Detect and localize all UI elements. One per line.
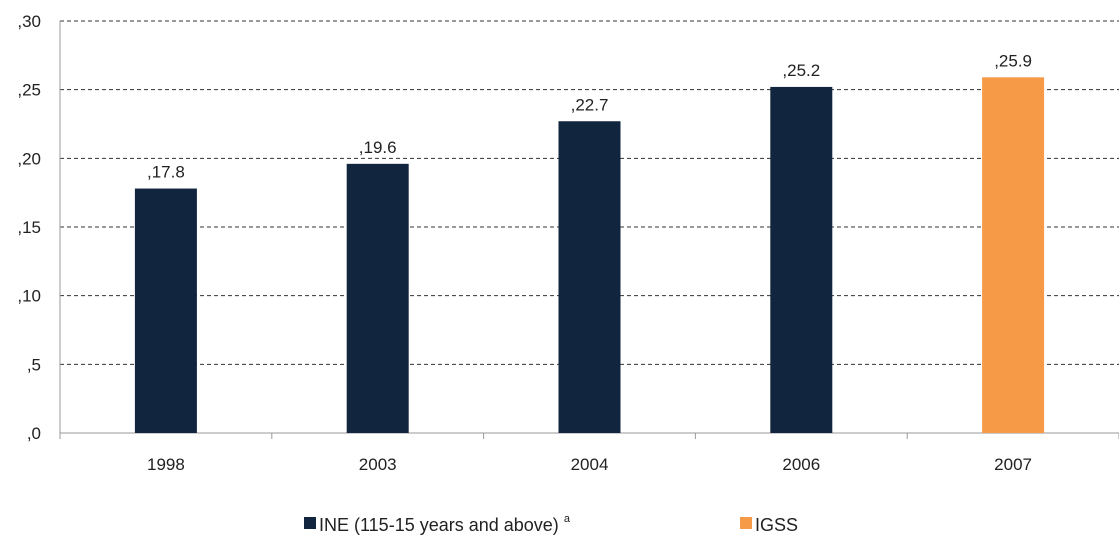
y-axis-labels: ,0 ,5 ,10 ,15 ,20 ,25 ,30 bbox=[17, 12, 41, 443]
y-tick-label: ,30 bbox=[17, 12, 41, 31]
x-axis-labels: 1998 2003 2004 2006 2007 bbox=[147, 455, 1032, 474]
data-label: ,22.7 bbox=[571, 95, 609, 114]
y-tick-label: ,5 bbox=[27, 355, 41, 374]
grid-lines bbox=[60, 20, 1119, 365]
legend-swatch bbox=[304, 517, 316, 529]
legend-swatch bbox=[740, 517, 752, 529]
data-label: ,25.9 bbox=[994, 51, 1032, 70]
x-tick-label: 2006 bbox=[782, 455, 820, 474]
bars: ,17.8 ,19.6 ,22.7 ,25.2 ,25.9 bbox=[134, 51, 1045, 434]
y-tick-label: ,15 bbox=[17, 218, 41, 237]
bar bbox=[134, 188, 197, 433]
legend-superscript: a bbox=[564, 513, 571, 525]
bar bbox=[770, 86, 833, 434]
data-label: ,17.8 bbox=[147, 163, 185, 182]
legend-label: INE (115-15 years and above) a bbox=[319, 513, 571, 535]
bar bbox=[558, 121, 621, 434]
x-tick-label: 1998 bbox=[147, 455, 185, 474]
bar bbox=[982, 77, 1045, 433]
y-tick-label: ,25 bbox=[17, 81, 41, 100]
x-tick-label: 2003 bbox=[359, 455, 397, 474]
y-tick-label: ,0 bbox=[27, 424, 41, 443]
y-tick-label: ,20 bbox=[17, 149, 41, 168]
legend-label: IGSS bbox=[755, 515, 798, 535]
data-label: ,25.2 bbox=[782, 61, 820, 80]
y-tick-label: ,10 bbox=[17, 287, 41, 306]
legend: INE (115-15 years and above) a IGSS bbox=[304, 513, 798, 535]
data-label: ,19.6 bbox=[359, 138, 397, 157]
x-tick-label: 2004 bbox=[571, 455, 609, 474]
bar bbox=[346, 163, 409, 433]
x-tick-label: 2007 bbox=[994, 455, 1032, 474]
